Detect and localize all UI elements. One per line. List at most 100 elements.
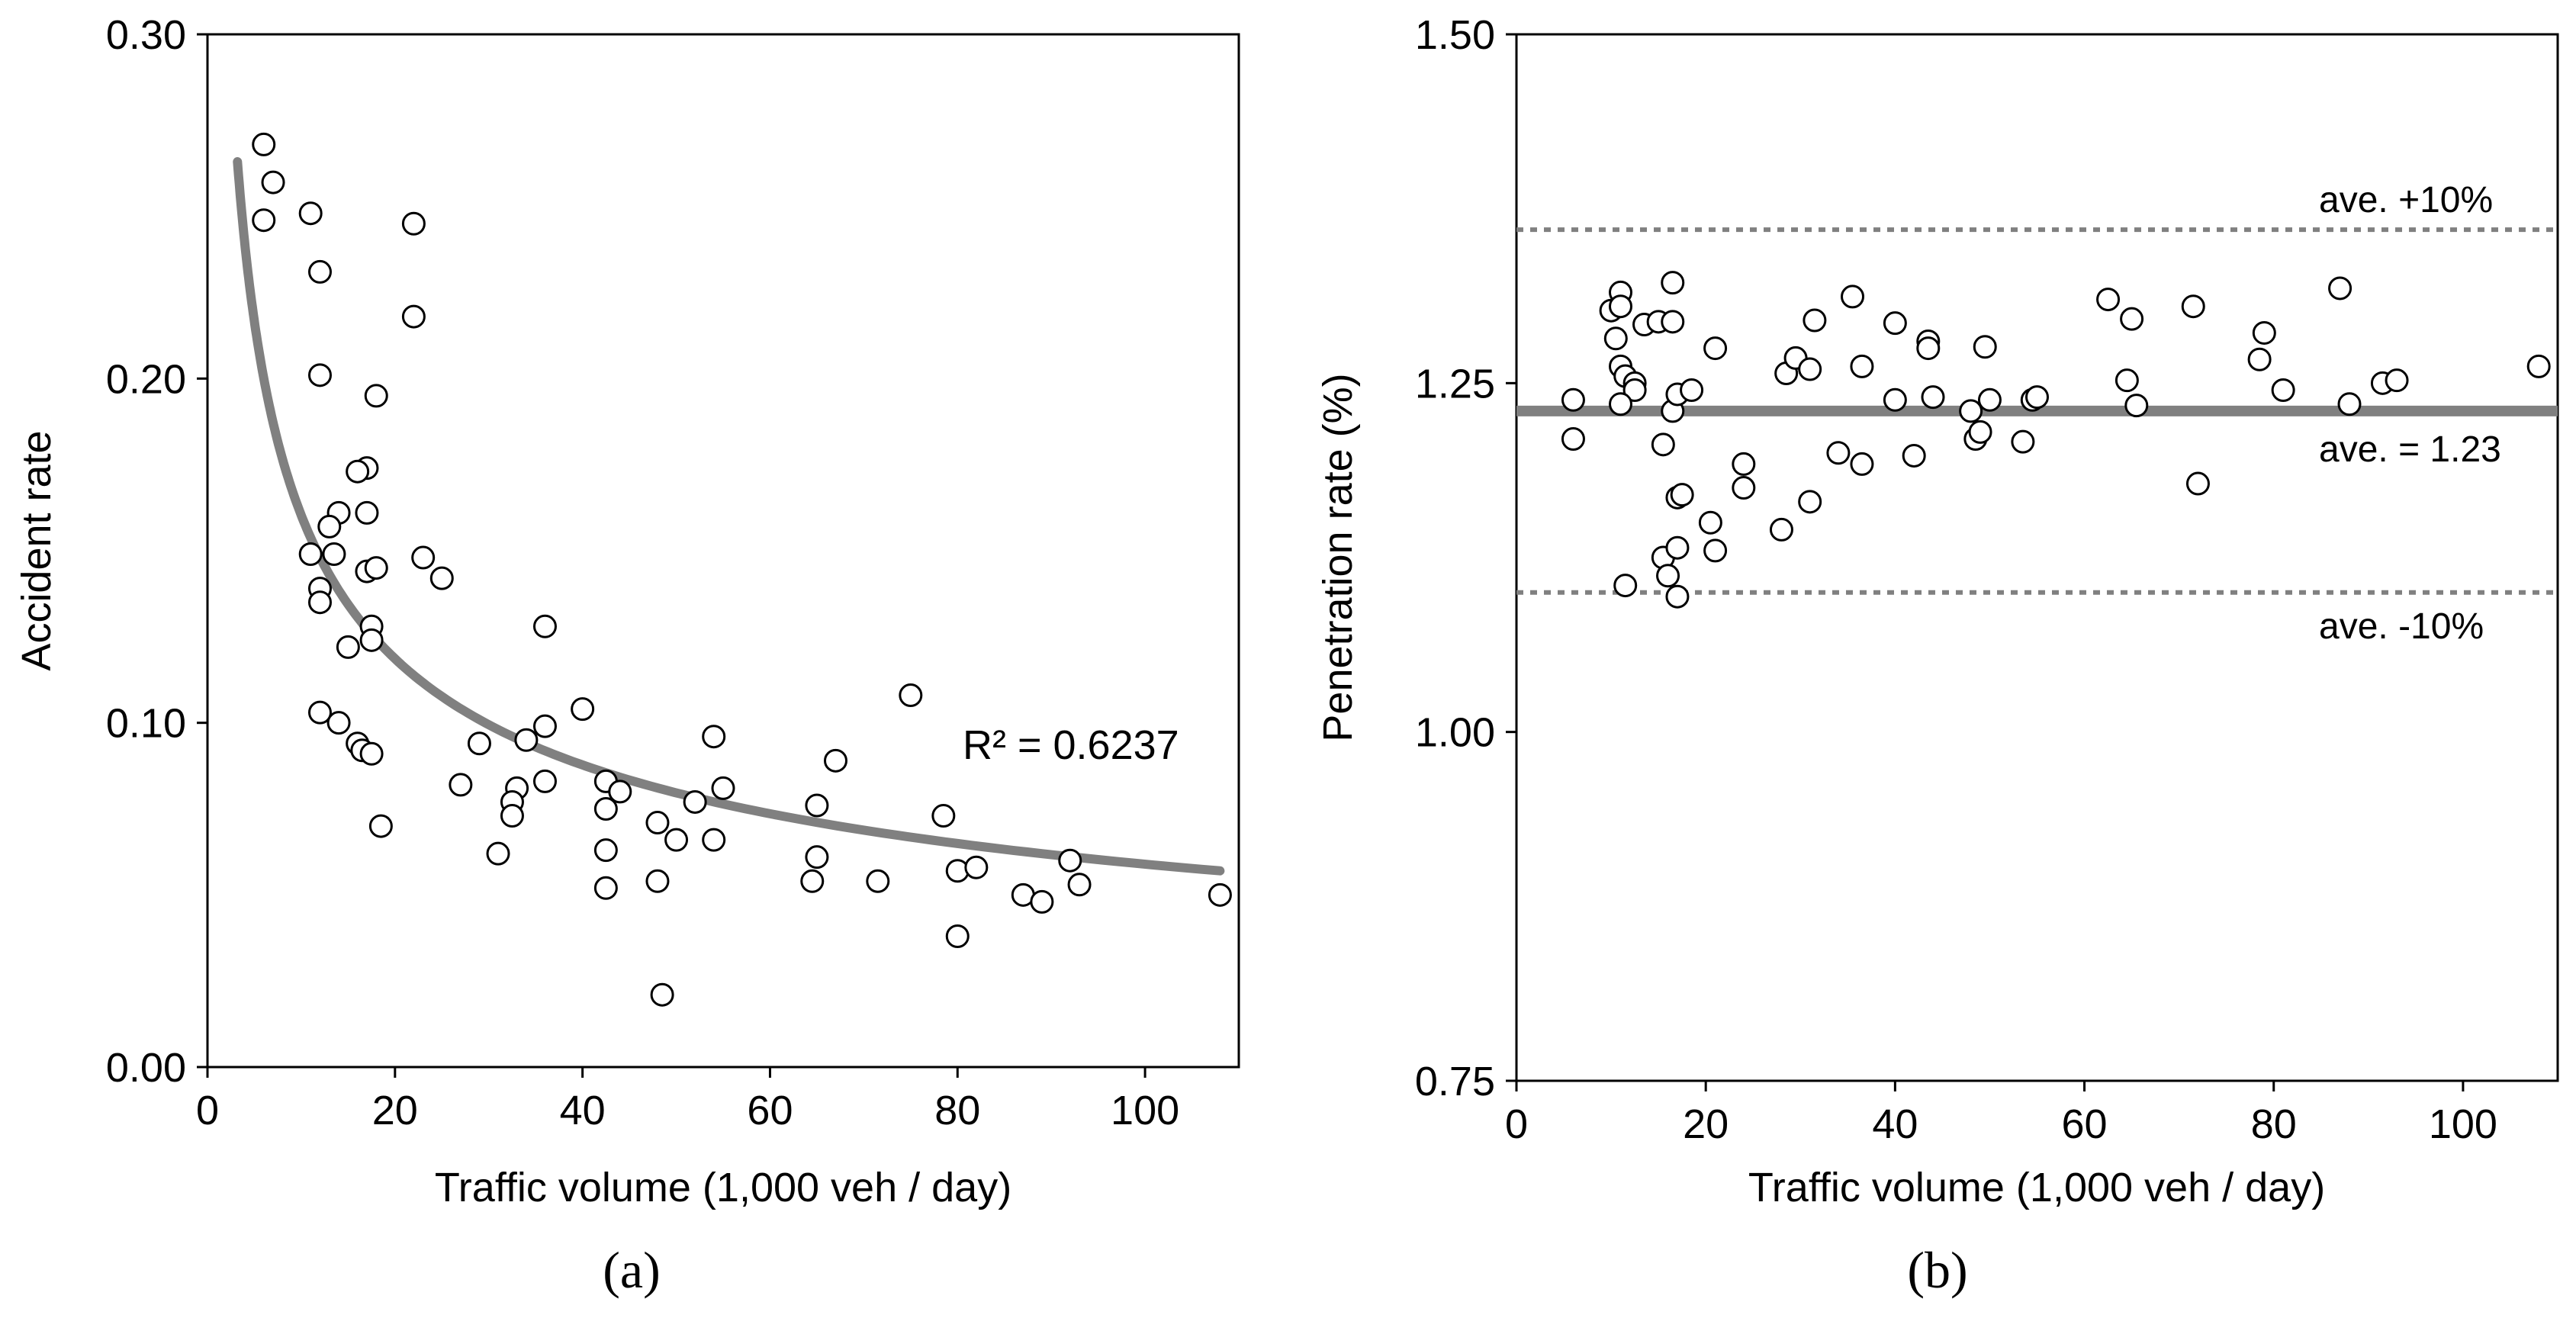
panel-a-y-axis-label: Accident rate (14, 430, 59, 670)
panel-a-data-point (702, 725, 726, 749)
panel-a-data-point (346, 459, 370, 484)
panel-b-data-point (1613, 574, 1638, 598)
panel-b-x-tick-label: 0 (1505, 1101, 1528, 1147)
panel-a-data-point (532, 614, 557, 638)
panel-a-data-point (945, 924, 970, 948)
panel-b-y-axis-label: Penetration rate (%) (1315, 373, 1361, 741)
panel-a-data-point (307, 363, 332, 387)
panel-a-data-point (645, 811, 670, 835)
panel-a-x-ticks: 0 20 40 60 80 100 (196, 1067, 1179, 1133)
panel-b-data-point (2252, 320, 2276, 345)
panel-a-data-point (355, 500, 379, 525)
panel-b-y-tick-label: 0.75 (1415, 1059, 1495, 1104)
panel-b-data-point (1902, 443, 1926, 468)
panel-b-data-point (1661, 271, 1685, 295)
panel-a-data-point (866, 869, 890, 893)
panel-b-y-ticks: 0.75 1.00 1.25 1.50 (1415, 12, 1516, 1104)
panel-a-data-point (336, 635, 360, 659)
panel-b-data-point (1769, 517, 1793, 542)
panel-a-data-point (467, 731, 491, 756)
panel-b-data-point (1670, 483, 1694, 507)
panel-b-data-point (1883, 311, 1907, 336)
panel-b-data-point (2025, 385, 2049, 410)
panel-a-data-point (364, 384, 388, 408)
panel-b-label: (b) (1907, 1241, 1967, 1299)
panel-a-data-point (899, 683, 923, 708)
panel-a-data-point (593, 797, 618, 821)
panel-b-data-point (1916, 336, 1941, 361)
panel-a-data-point (359, 741, 384, 766)
panel-b-data-point (2181, 294, 2205, 319)
panel-b-data-point (1661, 310, 1685, 334)
panel-b-data-point (1665, 535, 1690, 560)
panel-a-data-point (322, 542, 346, 567)
panel-b-data-point (1968, 420, 1992, 444)
panel-a-points (252, 132, 1232, 1007)
panel-b-data-point (1680, 378, 1704, 402)
panel-a-x-tick-label: 40 (560, 1088, 606, 1133)
panel-b-data-point (1665, 584, 1690, 609)
panel-a-data-point (645, 869, 670, 893)
panel-a-plot-frame (206, 33, 1240, 1069)
panel-b-x-ticks: 0 20 40 60 80 100 (1505, 1081, 2497, 1147)
panel-a-data-point (964, 855, 989, 879)
panel-a-data-point (1067, 873, 1092, 897)
panel-a-data-point (252, 132, 276, 156)
panel-a-data-point (823, 748, 847, 773)
panel-a-data-point (532, 769, 557, 793)
panel-b-data-point (1651, 432, 1675, 457)
panel-a-data-point (298, 201, 323, 226)
panel-a-x-tick-label: 20 (372, 1088, 418, 1133)
panel-a-r-squared-label: R² = 0.6237 (963, 722, 1179, 768)
panel-a-y-tick-label: 0.10 (106, 701, 186, 747)
panel-a-y-ticks: 0.00 0.10 0.20 0.30 (106, 12, 207, 1091)
panel-b-data-point (2124, 394, 2149, 418)
panel-b-data-point (1609, 294, 1632, 319)
panel-a-data-point (261, 170, 285, 194)
panel-a-y-tick-label: 0.20 (106, 356, 186, 402)
panel-a-data-point (364, 556, 388, 580)
panel-a-data-point (650, 982, 674, 1007)
panel-a-data-point (307, 700, 332, 725)
panel-b-data-point (1561, 387, 1585, 412)
panel-a-data-point (449, 773, 473, 797)
panel-b-data-point (1977, 387, 2002, 412)
panel-b-data-point (1959, 399, 1983, 423)
panel-b-data-point (1803, 308, 1827, 333)
panel-a-data-point (800, 869, 825, 893)
panel-a-data-point (608, 780, 632, 804)
panel-b-data-point (1561, 427, 1585, 452)
panel-a-data-point (711, 776, 735, 800)
panel-b-x-tick-label: 20 (1683, 1101, 1729, 1147)
panel-b-data-point (2115, 368, 2139, 393)
panel-b-x-tick-label: 40 (1872, 1101, 1918, 1147)
panel-a-data-point (359, 628, 384, 652)
panel-a-x-tick-label: 0 (196, 1088, 219, 1133)
panel-b-data-point (1622, 378, 1647, 402)
panel-b-data-point (1698, 510, 1722, 535)
panel-a-data-point (702, 828, 726, 852)
panel-a-data-point (401, 304, 426, 329)
panel-b-x-axis-label: Traffic volume (1,000 veh / day) (1748, 1165, 2325, 1210)
panel-b-data-point (1798, 357, 1822, 381)
panel-a-data-point (664, 828, 689, 852)
panel-b-average-label: ave. = 1.23 (2319, 429, 2501, 470)
panel-a-data-point (326, 711, 351, 735)
panel-b-data-point (1656, 564, 1680, 588)
panel-b-data-point (2247, 347, 2272, 371)
panel-b-data-point (2526, 354, 2551, 378)
panel-b-data-point (2385, 368, 2409, 393)
panel-b-data-point (1603, 326, 1628, 351)
panel-b-data-point (1973, 335, 1997, 359)
panel-b-data-point (1921, 385, 1945, 410)
panel-b-points (1561, 271, 2551, 609)
panel-b-data-point (2328, 276, 2352, 301)
panel-a-x-tick-label: 60 (747, 1088, 793, 1133)
panel-b-data-point (1850, 354, 1874, 378)
panel-a-data-point (307, 259, 332, 284)
panel-a-data-point (401, 211, 426, 236)
panel-b-data-point (2120, 307, 2144, 331)
panel-b-data-point (1841, 284, 1865, 309)
panel-a-data-point (411, 545, 436, 570)
panel-b-data-point (2096, 288, 2121, 312)
